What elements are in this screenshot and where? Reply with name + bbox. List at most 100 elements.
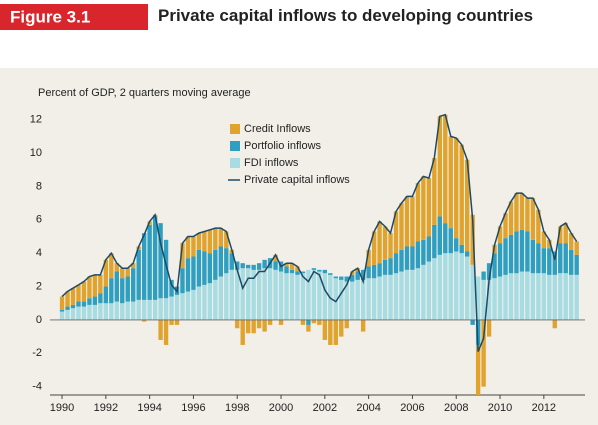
bar [306, 319, 311, 325]
bar [196, 233, 202, 250]
bar [59, 296, 65, 310]
bar [415, 241, 421, 269]
x-tick-label: 1992 [94, 402, 118, 414]
bar [169, 319, 174, 325]
bar [120, 268, 125, 279]
bar [569, 249, 574, 275]
bar [382, 259, 388, 275]
bar [278, 319, 284, 325]
bar [454, 138, 459, 239]
bar [131, 263, 136, 269]
bar [492, 253, 497, 279]
x-tick-label: 1994 [137, 402, 161, 414]
bar [224, 231, 229, 249]
legend-label: Credit Inflows [244, 123, 311, 135]
bar [196, 249, 202, 287]
bar [552, 251, 557, 275]
legend-swatch [230, 124, 240, 134]
bar [300, 271, 306, 274]
bar [497, 276, 503, 320]
x-tick-label: 2012 [532, 402, 556, 414]
bar [333, 276, 338, 279]
bar [558, 273, 563, 320]
bar [486, 263, 492, 280]
bar [202, 284, 207, 320]
y-tick-label: -2 [32, 347, 42, 359]
bar [328, 319, 333, 345]
bar [382, 226, 388, 260]
bar [240, 268, 245, 320]
title-box: Private capital inflows to developing co… [158, 6, 533, 25]
bar [404, 246, 410, 270]
bar [267, 319, 273, 325]
bar [475, 276, 481, 320]
bar [229, 253, 234, 270]
bar [245, 264, 251, 269]
bar [481, 279, 486, 320]
bar [547, 239, 552, 249]
bar [563, 273, 568, 320]
bar [103, 303, 109, 320]
bar [558, 226, 563, 244]
bar [486, 279, 492, 320]
bar [448, 136, 453, 229]
bar [421, 264, 426, 320]
bar [382, 274, 388, 320]
bar [415, 268, 421, 320]
bar [432, 258, 437, 320]
bar [552, 319, 557, 329]
bar [245, 319, 251, 334]
x-tick-label: 1998 [225, 402, 249, 414]
bar [284, 273, 289, 320]
bar [443, 223, 448, 254]
bar [443, 114, 448, 224]
bar [404, 269, 410, 320]
figure-label-box [0, 4, 148, 30]
bar [185, 236, 191, 259]
bar [448, 253, 453, 320]
bar [136, 249, 141, 300]
bar [114, 263, 119, 272]
bar [289, 269, 295, 274]
bar [125, 301, 130, 320]
bar [481, 319, 486, 387]
bar [224, 273, 229, 320]
bar [344, 276, 349, 282]
bar [256, 263, 262, 270]
bar [475, 344, 481, 395]
bar [350, 274, 355, 282]
bar [235, 319, 240, 329]
bar [344, 281, 349, 320]
bar [508, 273, 514, 320]
bar [273, 269, 278, 320]
bar [125, 276, 130, 302]
bar [377, 221, 382, 264]
bar [306, 269, 311, 320]
y-tick-label: 12 [30, 114, 42, 126]
bar [295, 274, 300, 320]
bar [98, 303, 103, 320]
bar [541, 248, 547, 274]
bar [120, 278, 125, 304]
legend-label: Private capital inflows [244, 174, 350, 186]
bar [114, 301, 119, 320]
bar [519, 229, 525, 272]
bar [470, 319, 475, 325]
bar [415, 183, 421, 242]
bar [339, 319, 344, 337]
bar [486, 319, 492, 337]
bar [213, 228, 218, 250]
bar [360, 319, 366, 332]
axis-label: Percent of GDP, 2 quarters moving averag… [38, 87, 251, 99]
y-tick-label: 6 [36, 214, 42, 226]
bar [174, 319, 180, 325]
bar [289, 263, 295, 270]
bar [229, 269, 234, 320]
bar [131, 301, 136, 320]
bar [344, 319, 349, 329]
bar [563, 243, 568, 274]
bar [65, 309, 70, 320]
bar [251, 264, 256, 270]
bar [169, 296, 174, 320]
